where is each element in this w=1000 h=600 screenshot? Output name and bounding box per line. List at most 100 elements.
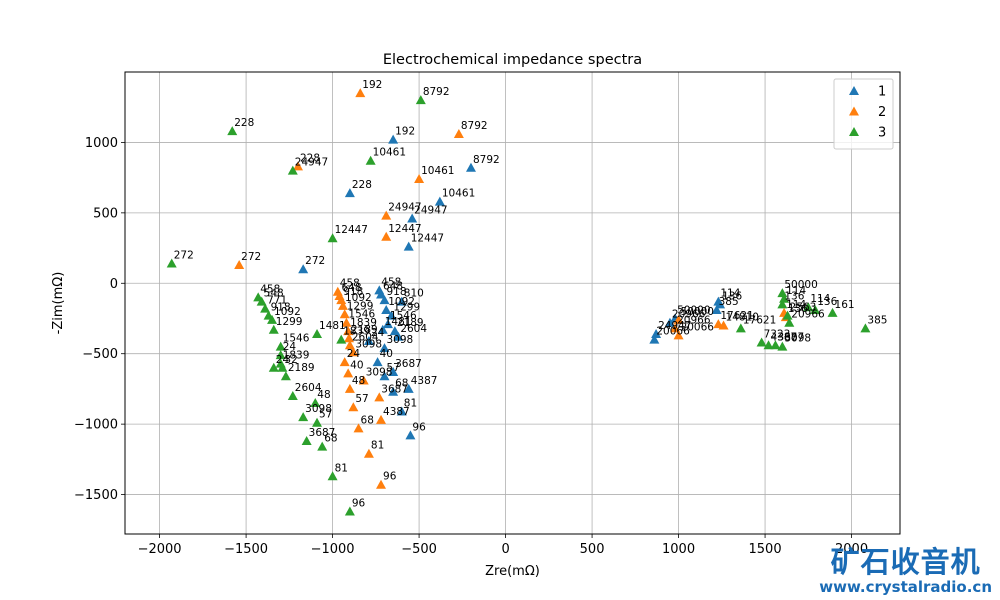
point-label: 68 (361, 414, 374, 426)
point-label: 228 (352, 179, 372, 191)
plot-frame (124, 71, 901, 535)
data-point-series-3 (735, 323, 746, 333)
point-label: 3687 (381, 383, 408, 395)
data-point-series-1 (379, 371, 390, 381)
point-label: 4387 (383, 406, 410, 418)
point-label: 136 (817, 296, 837, 308)
y-tick-label: 0 (110, 277, 118, 292)
data-point-series-1 (651, 328, 662, 338)
point-label: 272 (174, 250, 194, 262)
data-point-series-3 (336, 334, 347, 344)
x-axis-label: Zre(mΩ) (485, 564, 540, 579)
data-point-series-3 (782, 310, 793, 320)
data-point-series-1 (711, 305, 722, 315)
data-point-series-1 (715, 299, 726, 309)
data-point-series-3 (277, 362, 288, 372)
point-label: 136 (784, 290, 804, 302)
y-tick-label: 500 (93, 206, 118, 221)
data-point-series-2 (341, 317, 352, 327)
point-label: 2189 (288, 362, 315, 374)
data-point-series-3 (803, 302, 814, 312)
chart-title: Electrochemical impedance spectra (383, 52, 642, 68)
point-label: 114 (786, 299, 806, 311)
point-label: 3098 (355, 338, 382, 350)
data-point-series-3 (260, 303, 271, 313)
x-tick-label: 1500 (749, 542, 782, 557)
x-tick-label: −2000 (138, 542, 182, 557)
point-label: 3687 (395, 358, 422, 370)
point-label: 24 (276, 354, 290, 366)
data-point-series-1 (389, 326, 400, 336)
data-point-series-2 (344, 333, 355, 343)
legend-label-3: 3 (878, 126, 886, 141)
data-point-series-1 (405, 430, 416, 440)
point-label: 57 (319, 409, 332, 421)
point-label: 68 (324, 433, 337, 445)
x-tick-label: 2000 (835, 542, 868, 557)
data-point-series-1 (388, 386, 399, 396)
point-label: 272 (305, 255, 325, 267)
data-point-series-3 (756, 337, 767, 347)
data-point-series-3 (227, 126, 238, 136)
data-point-series-2 (673, 330, 684, 340)
data-point-series-3 (327, 471, 338, 481)
data-point-series-1 (393, 331, 404, 341)
data-point-series-1 (403, 383, 414, 393)
point-label: 3098 (784, 333, 811, 345)
legend: 1 2 3 (833, 78, 894, 150)
point-label: 50000 (681, 306, 714, 318)
legend-label-1: 1 (878, 85, 886, 100)
point-label: 8792 (461, 120, 488, 132)
data-point-series-2 (414, 174, 425, 184)
point-label: 3687 (309, 427, 336, 439)
data-point-series-3 (267, 314, 278, 324)
data-point-series-1 (382, 319, 393, 329)
data-point-series-3 (784, 317, 795, 327)
point-label: 20966 (791, 309, 825, 321)
point-label: 228 (234, 117, 254, 129)
point-label: 1839 (283, 350, 310, 362)
point-label: 40 (350, 359, 363, 371)
data-point-series-1 (649, 334, 660, 344)
point-label: 1299 (276, 316, 303, 328)
data-point-series-1 (377, 324, 388, 334)
point-label: 918 (271, 302, 291, 314)
point-label: 228 (300, 152, 320, 164)
data-point-series-2 (363, 448, 374, 458)
data-point-series-2 (718, 320, 729, 330)
point-label: 24 (347, 348, 361, 360)
watermark-title: 矿石收音机 (830, 545, 981, 579)
data-point-series-1 (372, 357, 383, 367)
data-point-series-1 (388, 134, 399, 144)
watermark-url: www.crystalradio.cn (819, 578, 992, 596)
point-label: 648 (383, 281, 403, 293)
point-label: 458 (340, 278, 360, 290)
data-point-series-3 (275, 350, 286, 360)
data-point-series-2 (358, 375, 369, 385)
data-point-series-1 (403, 241, 414, 251)
point-label: 20966 (672, 309, 706, 321)
data-point-series-3 (317, 441, 328, 451)
data-point-series-3 (268, 362, 279, 372)
data-point-series-3 (770, 340, 781, 350)
data-point-series-3 (310, 398, 321, 408)
point-label: 3098 (386, 334, 413, 346)
point-label: 3098 (305, 403, 332, 415)
data-point-series-3 (763, 340, 774, 350)
data-point-series-2 (336, 295, 347, 305)
data-point-series-1 (434, 196, 445, 206)
data-point-series-2 (353, 423, 364, 433)
point-label: 96 (383, 471, 397, 483)
point-label: 458 (260, 283, 280, 295)
point-label: 20066 (681, 321, 715, 333)
watermark: 矿石收音机 www.crystalradio.cn (819, 546, 992, 596)
point-label: 192 (362, 79, 382, 91)
data-point-series-3 (365, 155, 376, 165)
point-label: 81 (335, 462, 348, 474)
point-label: 136 (788, 303, 808, 315)
point-label: 771 (267, 295, 287, 307)
data-point-series-2 (348, 402, 359, 412)
point-label: 10461 (442, 188, 475, 200)
point-label: 8792 (473, 154, 500, 166)
point-label: 50000 (784, 279, 817, 291)
